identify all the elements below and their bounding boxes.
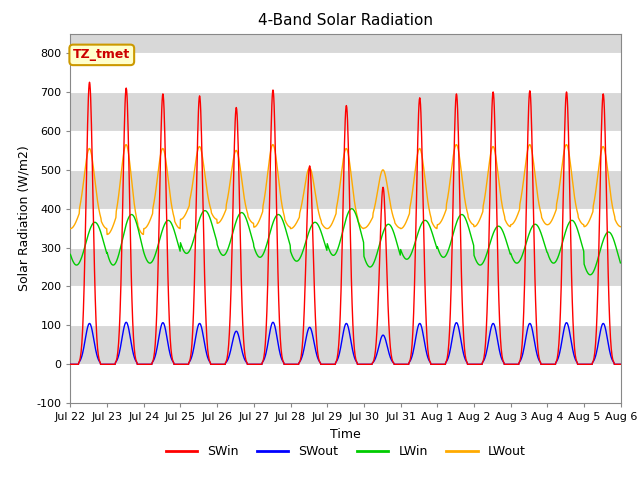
Bar xyxy=(70,170,621,209)
Bar xyxy=(70,131,621,170)
X-axis label: Time: Time xyxy=(330,428,361,441)
Legend: SWin, SWout, LWin, LWout: SWin, SWout, LWin, LWout xyxy=(161,441,531,464)
Bar xyxy=(70,248,621,287)
Text: TZ_tmet: TZ_tmet xyxy=(73,48,131,61)
Bar xyxy=(70,92,621,131)
Bar xyxy=(70,364,621,403)
Bar xyxy=(70,287,621,325)
Bar xyxy=(70,53,621,92)
Y-axis label: Solar Radiation (W/m2): Solar Radiation (W/m2) xyxy=(18,145,31,291)
Title: 4-Band Solar Radiation: 4-Band Solar Radiation xyxy=(258,13,433,28)
Bar xyxy=(70,209,621,248)
Bar xyxy=(70,325,621,364)
